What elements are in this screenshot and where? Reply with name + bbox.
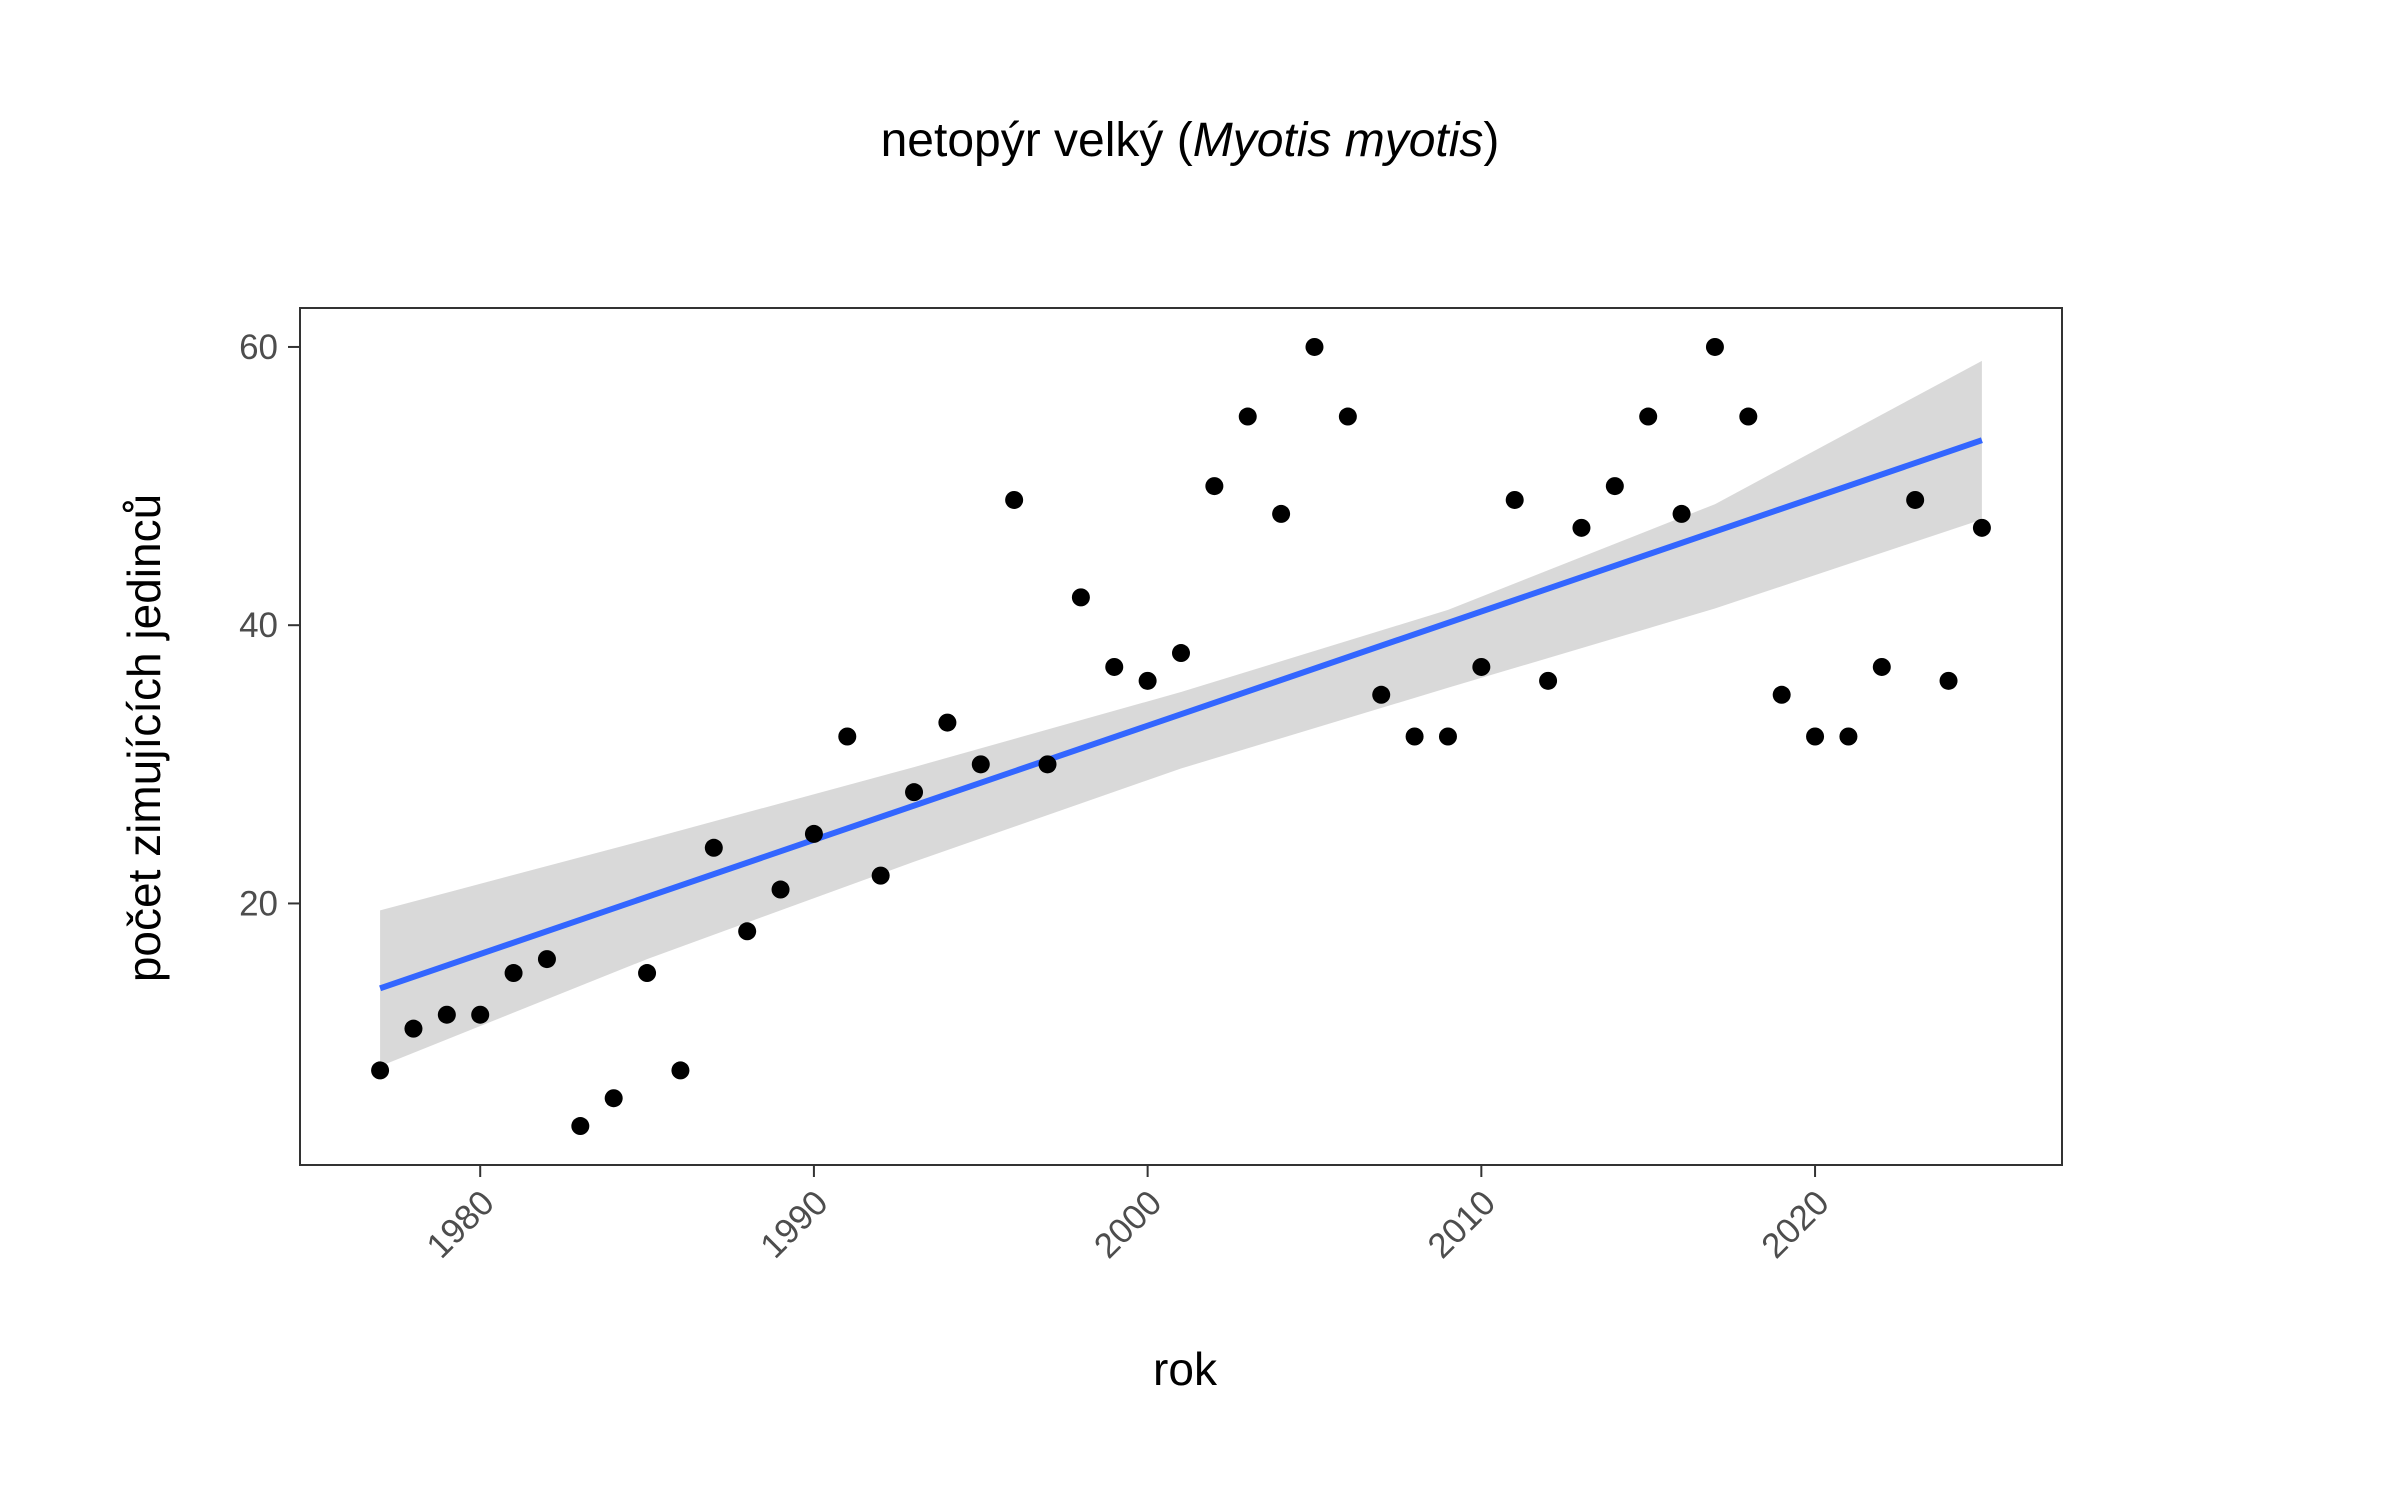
data-point — [1639, 407, 1658, 426]
data-point — [1839, 727, 1858, 746]
data-point — [571, 1117, 590, 1136]
data-point — [437, 1005, 456, 1024]
y-tick-label: 40 — [239, 606, 278, 645]
y-tick-label: 60 — [239, 328, 278, 367]
data-point — [1238, 407, 1257, 426]
chart-title: netopýr velký (Myotis myotis) — [881, 114, 1500, 167]
trend-line-layer — [379, 437, 1983, 992]
data-point — [1138, 671, 1157, 690]
data-point — [1939, 671, 1958, 690]
data-point — [1338, 407, 1357, 426]
data-point — [1472, 657, 1491, 676]
data-point — [1872, 657, 1891, 676]
data-point — [1906, 490, 1925, 509]
data-point — [504, 964, 523, 983]
plot-panel-border — [299, 307, 2063, 1166]
data-point — [471, 1005, 490, 1024]
data-point — [804, 824, 823, 843]
chart-title-species: Myotis myotis — [1193, 114, 1484, 167]
data-point — [1605, 477, 1624, 496]
data-points-layer — [371, 337, 1991, 1136]
data-point — [1105, 657, 1124, 676]
x-tick-label: 2010 — [1420, 1183, 1503, 1266]
data-point — [1038, 755, 1057, 774]
data-point — [1438, 727, 1457, 746]
chart-title-prefix: netopýr velký ( — [881, 114, 1193, 167]
data-point — [1672, 504, 1691, 523]
data-point — [1372, 685, 1391, 704]
data-point — [838, 727, 857, 746]
trend-line — [379, 437, 1983, 992]
x-tick-label: 1990 — [753, 1183, 836, 1266]
data-point — [1739, 407, 1758, 426]
data-point — [1071, 588, 1090, 607]
data-point — [1705, 337, 1724, 356]
x-tick-label: 1980 — [419, 1183, 502, 1266]
x-tick-label: 2000 — [1087, 1183, 1170, 1266]
x-tick-label: 2020 — [1754, 1183, 1837, 1266]
data-point — [1272, 504, 1291, 523]
data-point — [1972, 518, 1991, 537]
data-point — [1405, 727, 1424, 746]
chart-title-suffix: ) — [1483, 114, 1499, 167]
data-point — [871, 866, 890, 885]
y-axis-title: počet zimujících jedinců — [118, 494, 170, 982]
data-point — [771, 880, 790, 899]
data-point — [1806, 727, 1825, 746]
data-point — [638, 964, 657, 983]
y-tick-label: 20 — [239, 884, 278, 923]
data-point — [1539, 671, 1558, 690]
data-point — [1205, 477, 1224, 496]
data-point — [1305, 337, 1324, 356]
data-point — [971, 755, 990, 774]
data-point — [671, 1061, 690, 1080]
data-point — [1172, 644, 1190, 663]
data-point — [371, 1061, 390, 1080]
data-point — [938, 713, 957, 732]
data-point — [704, 838, 723, 857]
data-point — [1772, 685, 1791, 704]
y-axis: 20 40 60 — [239, 328, 300, 923]
data-point — [1005, 490, 1024, 509]
data-point — [905, 783, 924, 802]
data-point — [1572, 518, 1591, 537]
data-point — [604, 1089, 623, 1108]
data-point — [1505, 490, 1524, 509]
x-axis: 1980 1990 2000 2010 2020 — [419, 1165, 1837, 1266]
data-point — [404, 1019, 423, 1038]
data-point — [537, 950, 556, 969]
data-point — [738, 922, 757, 941]
x-axis-title: rok — [1153, 1343, 1218, 1395]
